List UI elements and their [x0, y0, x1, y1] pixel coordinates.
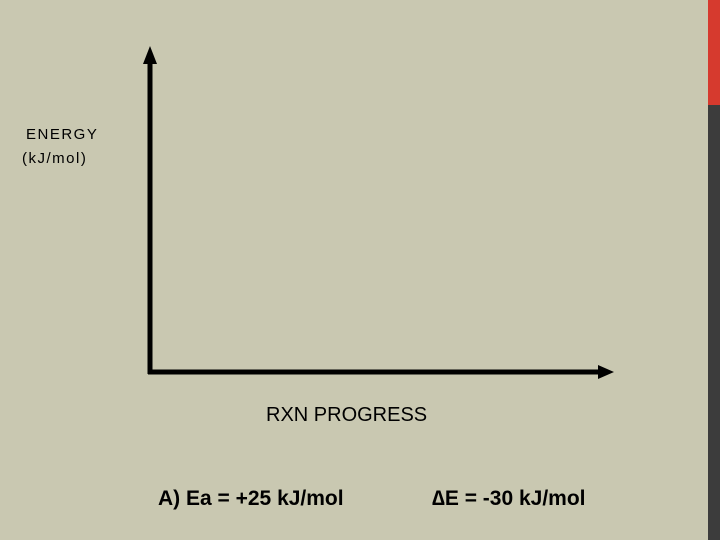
x-axis-arrow	[598, 365, 614, 379]
x-axis-label: RXN PROGRESS	[266, 404, 427, 426]
y-axis-arrow	[143, 46, 157, 64]
energy-change: ∆E = -30 kJ/mol	[432, 487, 586, 510]
activation-energy: A) Ea = +25 kJ/mol	[158, 487, 344, 510]
y-axis-label: (kJ/mol)	[22, 150, 87, 167]
y-axis-label: ENERGY	[26, 126, 98, 143]
side-bar	[708, 0, 720, 540]
side-bar-accent	[708, 0, 720, 105]
